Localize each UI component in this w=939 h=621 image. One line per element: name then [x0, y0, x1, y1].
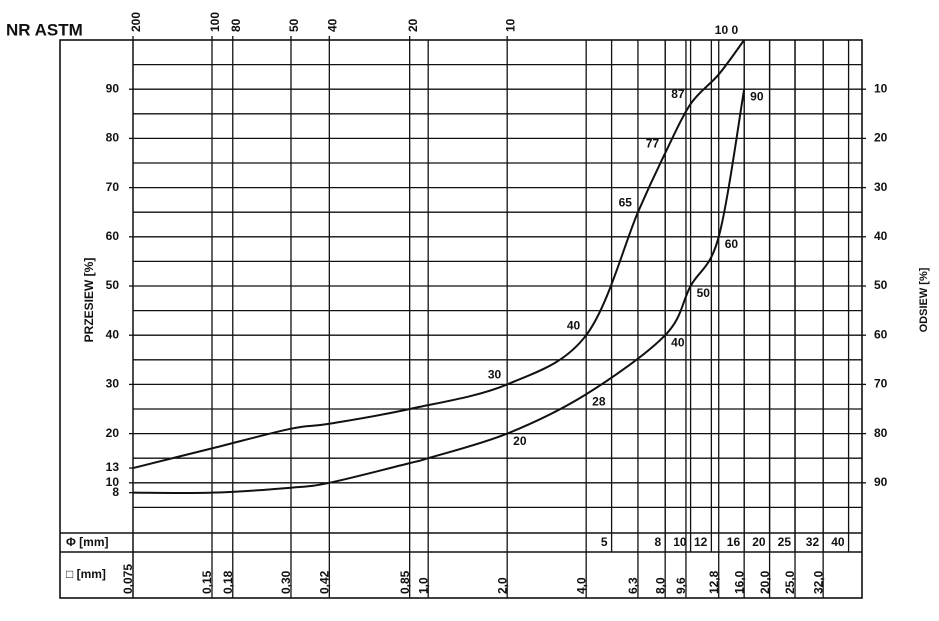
- y2-tick-label: 20: [874, 131, 888, 145]
- y2-tick-label: 40: [874, 229, 888, 243]
- astm-tick-label: 50: [287, 18, 301, 32]
- y-tick-label: 80: [106, 131, 120, 145]
- data-label: 40: [567, 318, 581, 332]
- x2-tick-label: 10: [673, 535, 687, 549]
- x-tick-label: 0,42: [317, 570, 331, 594]
- y2-tick-label: 30: [874, 180, 888, 194]
- astm-tick-label: 40: [325, 18, 339, 32]
- x-tick-label: 16,0: [732, 570, 746, 594]
- curve: [132, 89, 746, 495]
- x-tick-label: 0,075: [121, 564, 135, 594]
- x-tick-label: 9,6: [674, 577, 688, 594]
- y2-axis-label: ODSIEW [%]: [918, 267, 930, 332]
- y2-tick-label: 70: [874, 377, 888, 391]
- data-label: 50: [697, 286, 711, 300]
- x-tick-label: 0,18: [221, 570, 235, 594]
- curve: [132, 39, 745, 470]
- x-tick-label: 0,85: [398, 570, 412, 594]
- x-tick-label: 20,0: [758, 570, 772, 594]
- x2-tick-label: 25: [778, 535, 792, 549]
- x2-tick-label: 16: [727, 535, 741, 549]
- data-label: 28: [592, 394, 606, 408]
- x2-axis-label: Φ [mm]: [66, 535, 109, 549]
- x2-tick-label: 5: [601, 535, 608, 549]
- x-tick-label: 0,30: [279, 570, 293, 594]
- astm-tick-label: 100: [208, 12, 222, 32]
- x2-tick-label: 8: [654, 535, 661, 549]
- x-tick-label: 12,8: [707, 570, 721, 594]
- y-axis-label: PRZESIEW [%]: [82, 258, 96, 343]
- x-axis-label: □ [mm]: [66, 567, 106, 581]
- data-label: 40: [671, 335, 685, 349]
- astm-label: NR ASTM: [6, 20, 83, 39]
- y-tick-label: 10: [106, 475, 120, 489]
- y-tick-label: 70: [106, 180, 120, 194]
- y-tick-label: 60: [106, 229, 120, 243]
- x-tick-label: 25,0: [783, 570, 797, 594]
- data-label: 60: [725, 237, 739, 251]
- x-tick-label: 0,15: [200, 570, 214, 594]
- data-label: 65: [619, 195, 633, 209]
- frame: [59, 39, 863, 599]
- x2-tick-label: 12: [694, 535, 708, 549]
- y-tick-label: 30: [106, 377, 120, 391]
- y2-tick-label: 80: [874, 426, 888, 440]
- x2-tick-label: 20: [752, 535, 766, 549]
- y2-tick-label: 60: [874, 327, 888, 341]
- data-label: 10 0: [715, 23, 739, 37]
- x2-tick-label: 32: [806, 535, 820, 549]
- data-label: 87: [671, 87, 685, 101]
- x-tick-label: 4,0: [574, 577, 588, 594]
- y-tick-label: 50: [106, 278, 120, 292]
- y-tick-label: 13: [106, 460, 120, 474]
- data-label: 90: [750, 89, 764, 103]
- x2-tick-label: 40: [831, 535, 845, 549]
- y2-tick-label: 90: [874, 475, 888, 489]
- x-tick-label: 32,0: [811, 570, 825, 594]
- data-label: 30: [488, 368, 502, 382]
- data-label: 20: [513, 434, 527, 448]
- astm-tick-label: 200: [129, 12, 143, 32]
- astm-tick-label: 20: [406, 18, 420, 32]
- y-tick-label: 90: [106, 81, 120, 95]
- y2-tick-label: 50: [874, 278, 888, 292]
- x-tick-label: 1,0: [416, 577, 430, 594]
- astm-tick-label: 80: [229, 18, 243, 32]
- x-tick-label: 8,0: [653, 577, 667, 594]
- y-tick-label: 20: [106, 426, 120, 440]
- data-label: 77: [646, 136, 660, 150]
- x-tick-label: 2,0: [495, 577, 509, 594]
- y-tick-label: 8: [112, 485, 119, 499]
- astm-tick-label: 10: [503, 18, 517, 32]
- x-tick-label: 6,3: [626, 577, 640, 594]
- y2-tick-label: 10: [874, 81, 888, 95]
- y-tick-label: 40: [106, 327, 120, 341]
